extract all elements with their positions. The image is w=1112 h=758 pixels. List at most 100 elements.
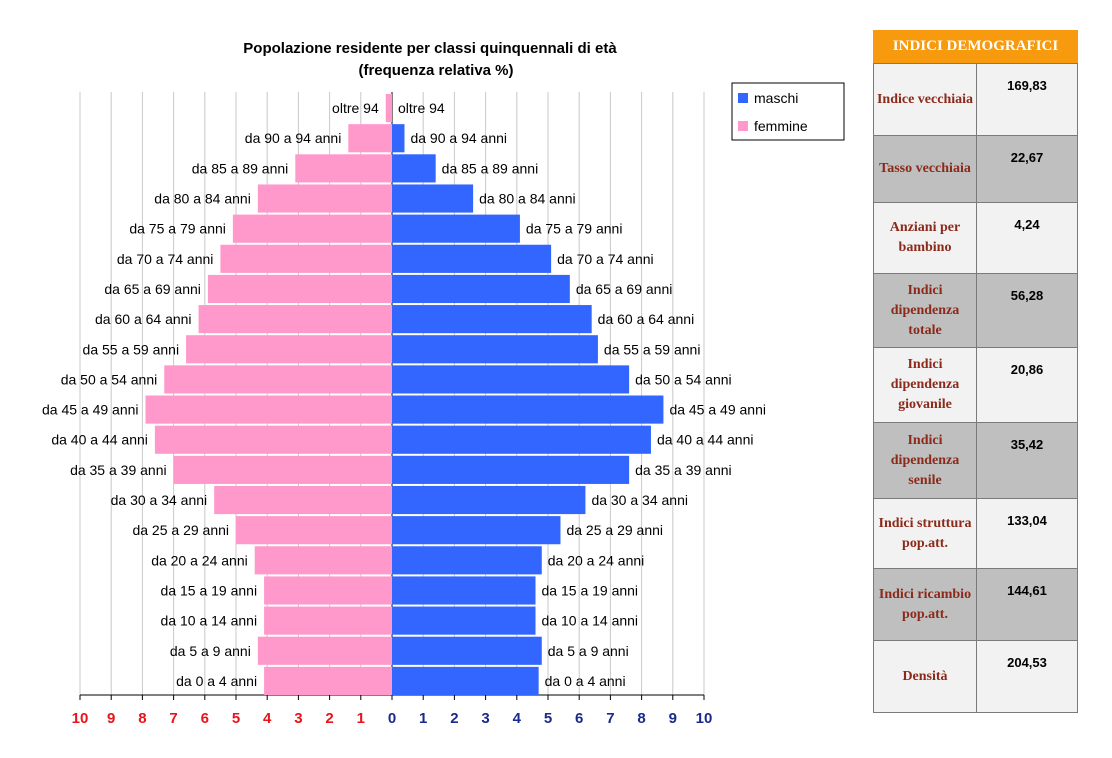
bar-femmine [264,607,392,635]
index-value: 144,61 [977,569,1078,641]
bar-maschi [392,607,536,635]
index-name: Indici dipendenza totale [874,274,977,348]
index-name: Indice vecchiaia [874,64,977,136]
bar-maschi [392,335,598,363]
index-value: 4,24 [977,203,1078,274]
category-label-maschi: da 35 a 39 anni [635,462,732,478]
x-tick-label-right: 4 [513,710,522,727]
category-label-maschi: da 5 a 9 anni [548,643,629,659]
bar-femmine [255,546,392,574]
x-tick-label-right: 2 [450,710,458,727]
index-row: Indici struttura pop.att. 133,04 [874,499,1078,569]
indices-header: INDICI DEMOGRAFICI [873,30,1078,63]
category-label-maschi: da 15 a 19 anni [542,582,639,598]
index-name: Anziani per bambino [874,203,977,274]
category-label-maschi: da 70 a 74 anni [557,251,654,267]
x-tick-label-right: 6 [575,710,583,727]
demographic-indices-panel: INDICI DEMOGRAFICI Indice vecchiaia 169,… [873,30,1078,713]
category-label-femmine: da 85 a 89 anni [192,160,289,176]
bar-femmine [155,426,392,454]
x-tick-label-right: 0 [388,710,396,727]
category-label-maschi: da 90 a 94 anni [410,130,507,146]
x-tick-label-left: 4 [263,710,272,727]
bar-maschi [392,546,542,574]
index-value: 22,67 [977,136,1078,203]
category-label-femmine: da 20 a 24 anni [151,552,248,568]
index-row: Indici dipendenza senile 35,42 [874,423,1078,499]
bar-femmine [348,124,392,152]
bar-femmine [208,275,392,303]
category-label-maschi: da 20 a 24 anni [548,552,645,568]
legend-swatch-maschi [738,93,748,103]
category-label-maschi: da 75 a 79 anni [526,221,623,237]
x-tick-label-left: 7 [169,710,177,727]
index-row: Indice vecchiaia 169,83 [874,64,1078,136]
bar-femmine [220,245,392,273]
category-label-femmine: da 15 a 19 anni [161,582,258,598]
population-pyramid-chart: Popolazione residente per classi quinque… [0,0,860,758]
category-label-maschi: da 60 a 64 anni [598,311,695,327]
category-label-femmine: da 65 a 69 anni [104,281,201,297]
index-value: 56,28 [977,274,1078,348]
legend-label-femmine: femmine [754,118,808,134]
x-tick-label-right: 8 [637,710,645,727]
index-value: 20,86 [977,348,1078,423]
legend-label-maschi: maschi [754,90,798,106]
bar-maschi [392,667,539,695]
bar-femmine [174,456,392,484]
bar-femmine [264,576,392,604]
category-label-femmine: da 30 a 34 anni [111,492,208,508]
bars [146,94,664,695]
bar-maschi [392,426,651,454]
bar-maschi [392,365,629,393]
category-label-femmine: da 25 a 29 anni [132,522,229,538]
bar-maschi [392,516,560,544]
category-label-femmine: da 60 a 64 anni [95,311,192,327]
category-label-femmine: da 50 a 54 anni [61,371,158,387]
bar-maschi [392,396,663,424]
category-label-femmine: oltre 94 [332,100,379,116]
x-tick-label-left: 6 [201,710,209,727]
x-tick-label-right: 10 [696,710,713,727]
index-name: Densità [874,641,977,713]
bar-femmine [264,667,392,695]
category-label-maschi: da 25 a 29 anni [566,522,663,538]
category-label-femmine: da 70 a 74 anni [117,251,214,267]
x-tick-label-left: 8 [138,710,146,727]
bar-maschi [392,275,570,303]
bar-femmine [233,215,392,243]
index-row: Indici dipendenza totale 56,28 [874,274,1078,348]
x-tick-label-right: 9 [669,710,677,727]
index-value: 169,83 [977,64,1078,136]
category-label-femmine: da 35 a 39 anni [70,462,167,478]
bar-femmine [164,365,392,393]
x-tick-label-right: 7 [606,710,614,727]
legend-swatch-femmine [738,121,748,131]
bar-maschi [392,486,585,514]
category-label-femmine: da 10 a 14 anni [161,613,258,629]
x-tick-label-left: 9 [107,710,115,727]
x-tick-label-left: 2 [325,710,333,727]
x-tick-label-left: 3 [294,710,302,727]
category-label-femmine: da 75 a 79 anni [129,221,226,237]
x-tick-label-right: 3 [481,710,489,727]
index-row: Indici ricambio pop.att. 144,61 [874,569,1078,641]
x-tick-label-left: 1 [357,710,365,727]
chart-title-line2: (frequenza relativa %) [358,62,513,79]
category-label-maschi: oltre 94 [398,100,445,116]
category-label-femmine: da 80 a 84 anni [154,191,251,207]
x-axis-ticks: 10 9 8 7 6 5 4 3 2 1 0 1 2 3 4 5 6 7 8 9 10 [72,710,713,727]
category-label-femmine: da 45 a 49 anni [42,402,139,418]
x-tick-label-right: 1 [419,710,427,727]
index-value: 35,42 [977,423,1078,499]
index-value: 204,53 [977,641,1078,713]
bar-femmine [386,94,392,122]
x-tick-label-right: 5 [544,710,552,727]
category-label-maschi: da 85 a 89 anni [442,160,539,176]
category-label-maschi: da 0 a 4 anni [545,673,626,689]
bar-femmine [258,184,392,212]
x-tick-label-left: 5 [232,710,240,727]
index-name: Indici ricambio pop.att. [874,569,977,641]
index-row: Tasso vecchiaia 22,67 [874,136,1078,203]
index-name: Tasso vecchiaia [874,136,977,203]
